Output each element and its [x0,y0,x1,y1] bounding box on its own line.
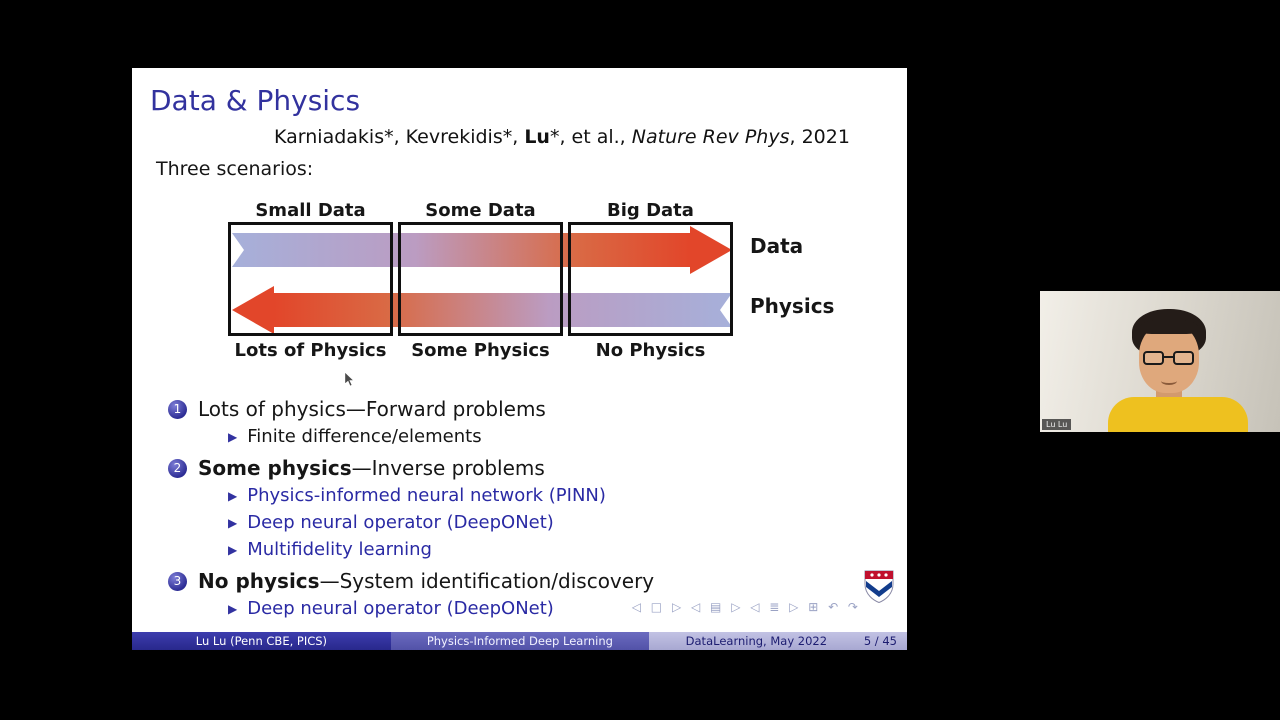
triangle-bullet-icon: ▶ [228,430,238,444]
slide-title: Data & Physics [150,84,361,117]
physics-arrow-body [274,293,732,327]
glasses-right-lens [1173,351,1194,365]
triangle-bullet-icon: ▶ [228,516,238,530]
citation-pre: Karniadakis*, Kevrekidis*, [274,126,525,148]
citation-journal: Nature Rev Phys [631,126,790,148]
list-subitem: ▶ Multifidelity learning [228,539,888,561]
label-some-physics: Some Physics [411,340,550,361]
footer-page-number: 5 / 45 [863,634,897,648]
glasses-bridge [1164,356,1173,358]
label-data: Data [750,234,804,258]
scenarios-label: Three scenarios: [156,158,314,180]
webcam-name-label: Lu Lu [1042,419,1072,430]
data-arrowhead-icon [690,226,732,274]
data-physics-diagram: Small Data Some Data Big Data Lots of Ph… [228,200,878,372]
data-arrow [232,226,732,274]
box-small-data [228,222,393,336]
list-subitem: ▶ Physics-informed neural network (PINN) [228,485,888,507]
item-text: Some physics—Inverse problems [198,456,545,480]
citation-line: Karniadakis*, Kevrekidis*, Lu*, et al., … [274,126,850,148]
item-bold: Some physics [198,456,352,480]
subitem-text: Deep neural operator (DeepONet) [247,512,554,533]
list-subitem: ▶ Finite difference/elements [228,426,888,448]
item-text: No physics—System identification/discove… [198,569,654,593]
footer-venue-section: DataLearning, May 2022 5 / 45 [648,632,907,650]
label-lots-of-physics: Lots of Physics [234,340,387,361]
box-some-data [398,222,563,336]
label-big-data: Big Data [607,200,694,221]
box-big-data [568,222,733,336]
footer-talk-title: Physics-Informed Deep Learning [390,632,649,650]
subitem-text: Physics-informed neural network (PINN) [247,485,606,506]
triangle-bullet-icon: ▶ [228,543,238,557]
glasses-left-lens [1143,351,1164,365]
penn-logo-icon [864,570,894,603]
item-rest: —System identification/discovery [319,569,655,593]
scenario-list: 1 Lots of physics—Forward problems ▶ Fin… [168,389,888,620]
item-number-badge: 2 [168,458,187,478]
label-no-physics: No Physics [595,340,706,361]
webcam-overlay: Lu Lu [1040,291,1280,432]
beamer-navigation-icons: ◁ □ ▷ ◁ ▤ ▷ ◁ ≣ ▷ ⊞ ↶ ↷ [631,600,861,614]
subitem-text: Deep neural operator (DeepONet) [247,598,554,619]
list-subitem: ▶ Deep neural operator (DeepONet) [228,512,888,534]
subitem-text: Finite difference/elements [247,426,482,447]
list-item: 1 Lots of physics—Forward problems [168,397,888,421]
list-item: 3 No physics—System identification/disco… [168,569,888,593]
list-item: 2 Some physics—Inverse problems [168,456,888,480]
list-subitem: ▶ Deep neural operator (DeepONet) [228,598,888,620]
footer-venue: DataLearning, May 2022 [685,634,828,648]
speaker-shirt [1108,397,1248,432]
label-small-data: Small Data [255,200,366,221]
item-text: Lots of physics—Forward problems [198,397,546,421]
speaker-hair-fringe [1140,319,1198,334]
label-physics: Physics [750,294,835,318]
physics-arrow-tail-notch [720,293,732,327]
mouse-cursor [344,372,355,387]
item-bold: No physics [198,569,320,593]
presentation-slide: Data & Physics Karniadakis*, Kevrekidis*… [132,68,907,650]
data-arrow-body [232,233,690,267]
item-rest: —Inverse problems [351,456,545,480]
item-number-badge: 3 [168,571,187,591]
footer-author: Lu Lu (Penn CBE, PICS) [132,632,391,650]
triangle-bullet-icon: ▶ [228,489,238,503]
speaker-smile [1161,377,1177,385]
physics-arrow [232,286,732,334]
citation-year: , 2021 [789,126,850,148]
physics-arrowhead-icon [232,286,274,334]
triangle-bullet-icon: ▶ [228,602,238,616]
data-arrow-tail-notch [232,233,244,267]
citation-mid: *, et al., [549,126,632,148]
subitem-text: Multifidelity learning [247,539,432,560]
item-rest: Lots of physics—Forward problems [198,397,546,421]
item-number-badge: 1 [168,399,187,419]
slide-footer: Lu Lu (Penn CBE, PICS) Physics-Informed … [132,632,907,650]
label-some-data: Some Data [425,200,536,221]
citation-author-bold: Lu [524,126,550,148]
